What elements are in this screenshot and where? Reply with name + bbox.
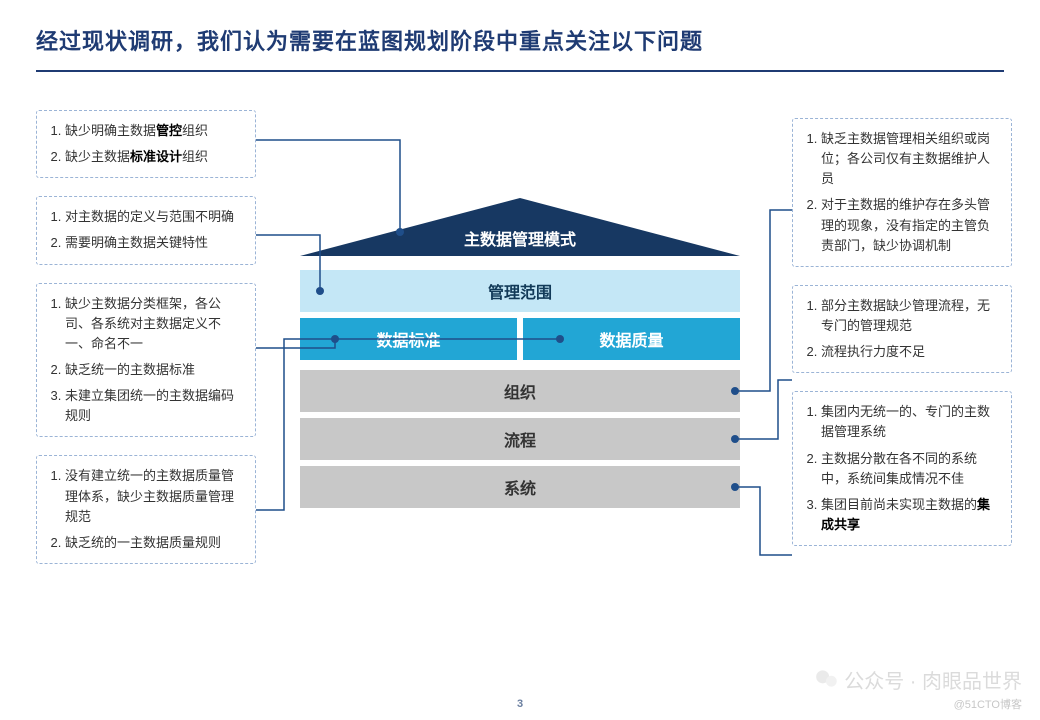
row-std-qual: 数据标准 数据质量 [300, 318, 740, 360]
bar-org: 组织 [300, 370, 740, 412]
right-box-2-item-1: 部分主数据缺少管理流程，无专门的管理规范 [821, 296, 1001, 336]
left-box-2: 对主数据的定义与范围不明确 需要明确主数据关键特性 [36, 196, 256, 264]
left-box-1-item-1: 缺少明确主数据管控组织 [65, 121, 245, 141]
right-box-2-item-2: 流程执行力度不足 [821, 342, 1001, 362]
right-box-3-item-1: 集团内无统一的、专门的主数据管理系统 [821, 402, 1001, 442]
left-box-3-item-1: 缺少主数据分类框架，各公司、各系统对主数据定义不一、命名不一 [65, 294, 245, 354]
slide: 经过现状调研，我们认为需要在蓝图规划阶段中重点关注以下问题 缺少明确主数据管控组… [0, 0, 1040, 720]
watermark-line-1: 公众号 · 肉眼品世界 [844, 665, 1022, 694]
left-box-4-item-2: 缺乏统的一主数据质量规则 [65, 533, 245, 553]
bar-std: 数据标准 [300, 318, 517, 360]
roof: 主数据管理模式 [300, 200, 740, 270]
right-box-3: 集团内无统一的、专门的主数据管理系统 主数据分散在各不同的系统中，系统间集成情况… [792, 391, 1012, 546]
center-diagram: 主数据管理模式 管理范围 数据标准 数据质量 组织 流程 系统 [300, 200, 740, 508]
left-column: 缺少明确主数据管控组织 缺少主数据标准设计组织 对主数据的定义与范围不明确 需要… [36, 110, 256, 582]
left-box-3-item-3: 未建立集团统一的主数据编码规则 [65, 386, 245, 426]
roof-label: 主数据管理模式 [300, 226, 740, 250]
right-box-1-item-2: 对于主数据的维护存在多头管理的现象，没有指定的主管负责部门，缺少协调机制 [821, 195, 1001, 255]
left-box-3-item-2: 缺乏统一的主数据标准 [65, 360, 245, 380]
bar-sys: 系统 [300, 466, 740, 508]
right-box-1: 缺乏主数据管理相关组织或岗位；各公司仅有主数据维护人员 对于主数据的维护存在多头… [792, 118, 1012, 267]
page-title: 经过现状调研，我们认为需要在蓝图规划阶段中重点关注以下问题 [36, 24, 1004, 56]
watermark: 公众号 · 肉眼品世界 @51CTO博客 [844, 665, 1022, 712]
right-box-3-item-2: 主数据分散在各不同的系统中，系统间集成情况不佳 [821, 449, 1001, 489]
left-box-3: 缺少主数据分类框架，各公司、各系统对主数据定义不一、命名不一 缺乏统一的主数据标… [36, 283, 256, 438]
right-box-1-item-1: 缺乏主数据管理相关组织或岗位；各公司仅有主数据维护人员 [821, 129, 1001, 189]
right-box-3-item-3: 集团目前尚未实现主数据的集成共享 [821, 495, 1001, 535]
left-box-1: 缺少明确主数据管控组织 缺少主数据标准设计组织 [36, 110, 256, 178]
left-box-2-item-2: 需要明确主数据关键特性 [65, 233, 245, 253]
title-rule [36, 70, 1004, 72]
right-column: 缺乏主数据管理相关组织或岗位；各公司仅有主数据维护人员 对于主数据的维护存在多头… [792, 118, 1012, 564]
bar-scope: 管理范围 [300, 270, 740, 312]
title-wrap: 经过现状调研，我们认为需要在蓝图规划阶段中重点关注以下问题 [0, 0, 1040, 64]
left-box-4-item-1: 没有建立统一的主数据质量管理体系，缺少主数据质量管理规范 [65, 466, 245, 526]
bar-qual: 数据质量 [523, 318, 740, 360]
right-box-2: 部分主数据缺少管理流程，无专门的管理规范 流程执行力度不足 [792, 285, 1012, 373]
left-box-2-item-1: 对主数据的定义与范围不明确 [65, 207, 245, 227]
left-box-1-item-2: 缺少主数据标准设计组织 [65, 147, 245, 167]
wechat-icon [814, 666, 840, 692]
bar-proc: 流程 [300, 418, 740, 460]
left-box-4: 没有建立统一的主数据质量管理体系，缺少主数据质量管理规范 缺乏统的一主数据质量规… [36, 455, 256, 564]
watermark-line-2: @51CTO博客 [844, 696, 1022, 712]
